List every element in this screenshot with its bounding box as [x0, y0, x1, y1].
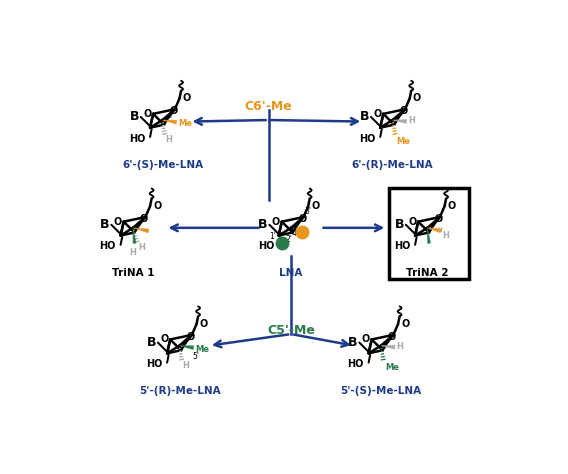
Text: B: B [130, 110, 139, 123]
Text: 6'-(S)-Me-LNA: 6'-(S)-Me-LNA [122, 160, 203, 170]
Text: O: O [169, 106, 178, 116]
Text: 6': 6' [168, 114, 173, 119]
Text: HO: HO [99, 241, 116, 251]
Text: O: O [143, 109, 152, 119]
Text: H: H [130, 248, 136, 257]
Text: O: O [362, 335, 370, 345]
Text: H: H [396, 342, 403, 351]
Text: 6'-(R)-Me-LNA: 6'-(R)-Me-LNA [352, 160, 433, 170]
Text: O: O [413, 93, 421, 103]
Text: 3': 3' [304, 207, 311, 216]
Text: O: O [114, 217, 122, 227]
Text: O: O [374, 109, 382, 119]
Text: O: O [448, 201, 456, 211]
Text: O: O [311, 201, 319, 211]
Text: 1': 1' [269, 232, 277, 241]
Text: B: B [395, 218, 404, 231]
Text: HO: HO [394, 241, 411, 251]
Text: B: B [258, 218, 268, 231]
Text: B: B [147, 336, 156, 349]
Text: O: O [272, 217, 280, 227]
Text: HO: HO [146, 359, 162, 369]
Polygon shape [133, 228, 136, 243]
Text: Me: Me [178, 119, 192, 128]
Text: LNA: LNA [279, 268, 303, 278]
Text: Me: Me [396, 137, 411, 146]
Text: HO: HO [359, 134, 375, 144]
Text: O: O [400, 106, 408, 116]
Text: B: B [360, 110, 369, 123]
Text: O: O [199, 319, 208, 328]
Polygon shape [392, 119, 407, 123]
Polygon shape [133, 228, 149, 233]
Text: H: H [182, 361, 189, 370]
Polygon shape [428, 228, 431, 243]
Polygon shape [179, 346, 194, 350]
Text: O: O [153, 201, 161, 211]
Text: B: B [348, 336, 358, 349]
Text: O: O [435, 214, 442, 224]
Text: 5': 5' [192, 352, 199, 361]
Text: TriNA 2: TriNA 2 [406, 268, 449, 278]
Text: O: O [408, 217, 417, 227]
Text: 5'-(R)-Me-LNA: 5'-(R)-Me-LNA [139, 386, 220, 396]
Polygon shape [381, 345, 395, 349]
Text: B: B [100, 218, 110, 231]
Polygon shape [162, 120, 177, 124]
Text: O: O [186, 332, 195, 342]
Text: C5'-Me: C5'-Me [267, 324, 315, 337]
Text: O: O [140, 214, 148, 224]
Text: H: H [165, 136, 172, 145]
Text: H: H [408, 116, 415, 125]
Text: HO: HO [348, 359, 364, 369]
Text: TriNA 1: TriNA 1 [112, 268, 154, 278]
Text: O: O [160, 335, 169, 345]
Text: HO: HO [258, 241, 274, 251]
Text: Me: Me [385, 363, 399, 372]
Text: O: O [388, 332, 396, 342]
Text: H: H [138, 243, 145, 252]
Text: H: H [442, 231, 449, 240]
Text: 2': 2' [285, 235, 292, 244]
Text: 5'-(S)-Me-LNA: 5'-(S)-Me-LNA [340, 386, 421, 396]
Text: O: O [401, 319, 410, 328]
Text: HO: HO [129, 134, 145, 144]
Text: O: O [182, 93, 191, 103]
Text: 4': 4' [292, 229, 299, 238]
Text: Me: Me [195, 345, 209, 354]
Polygon shape [428, 228, 441, 233]
Text: O: O [298, 214, 306, 224]
Text: C6'-Me: C6'-Me [245, 100, 293, 113]
